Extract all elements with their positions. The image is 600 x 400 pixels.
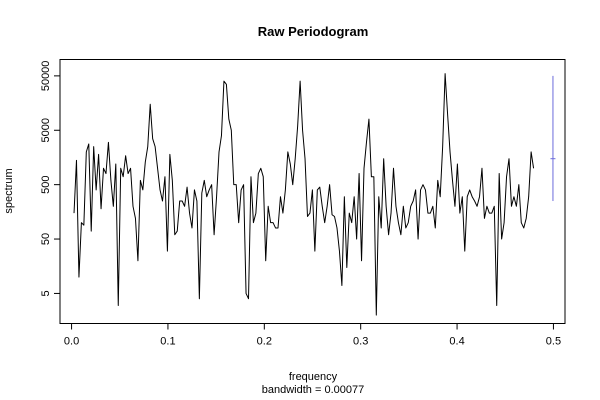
x-tick-label: 0.5 bbox=[546, 336, 561, 348]
y-tick-label: 50000 bbox=[40, 61, 52, 92]
y-tick-label: 50 bbox=[40, 233, 52, 245]
x-tick-label: 0.4 bbox=[449, 336, 464, 348]
plot-frame bbox=[59, 59, 566, 324]
x-axis: 0.0 0.1 0.2 0.3 0.4 0.5 bbox=[64, 323, 561, 348]
y-tick-label: 500 bbox=[40, 175, 52, 193]
chart-title: Raw Periodogram bbox=[258, 24, 369, 39]
x-tick-label: 0.2 bbox=[257, 336, 272, 348]
bandwidth-label: bandwidth = 0.00077 bbox=[262, 384, 364, 396]
y-tick-label: 5000 bbox=[40, 118, 52, 142]
y-tick-label: 5 bbox=[40, 290, 52, 296]
x-axis-label: frequency bbox=[289, 371, 338, 383]
x-tick-label: 0.3 bbox=[353, 336, 368, 348]
x-tick-label: 0.1 bbox=[160, 336, 175, 348]
x-tick-label: 0.0 bbox=[64, 336, 79, 348]
series-line bbox=[73, 73, 535, 316]
y-axis-label: spectrum bbox=[3, 168, 15, 213]
y-axis: 5 50 500 5000 50000 bbox=[40, 61, 60, 296]
